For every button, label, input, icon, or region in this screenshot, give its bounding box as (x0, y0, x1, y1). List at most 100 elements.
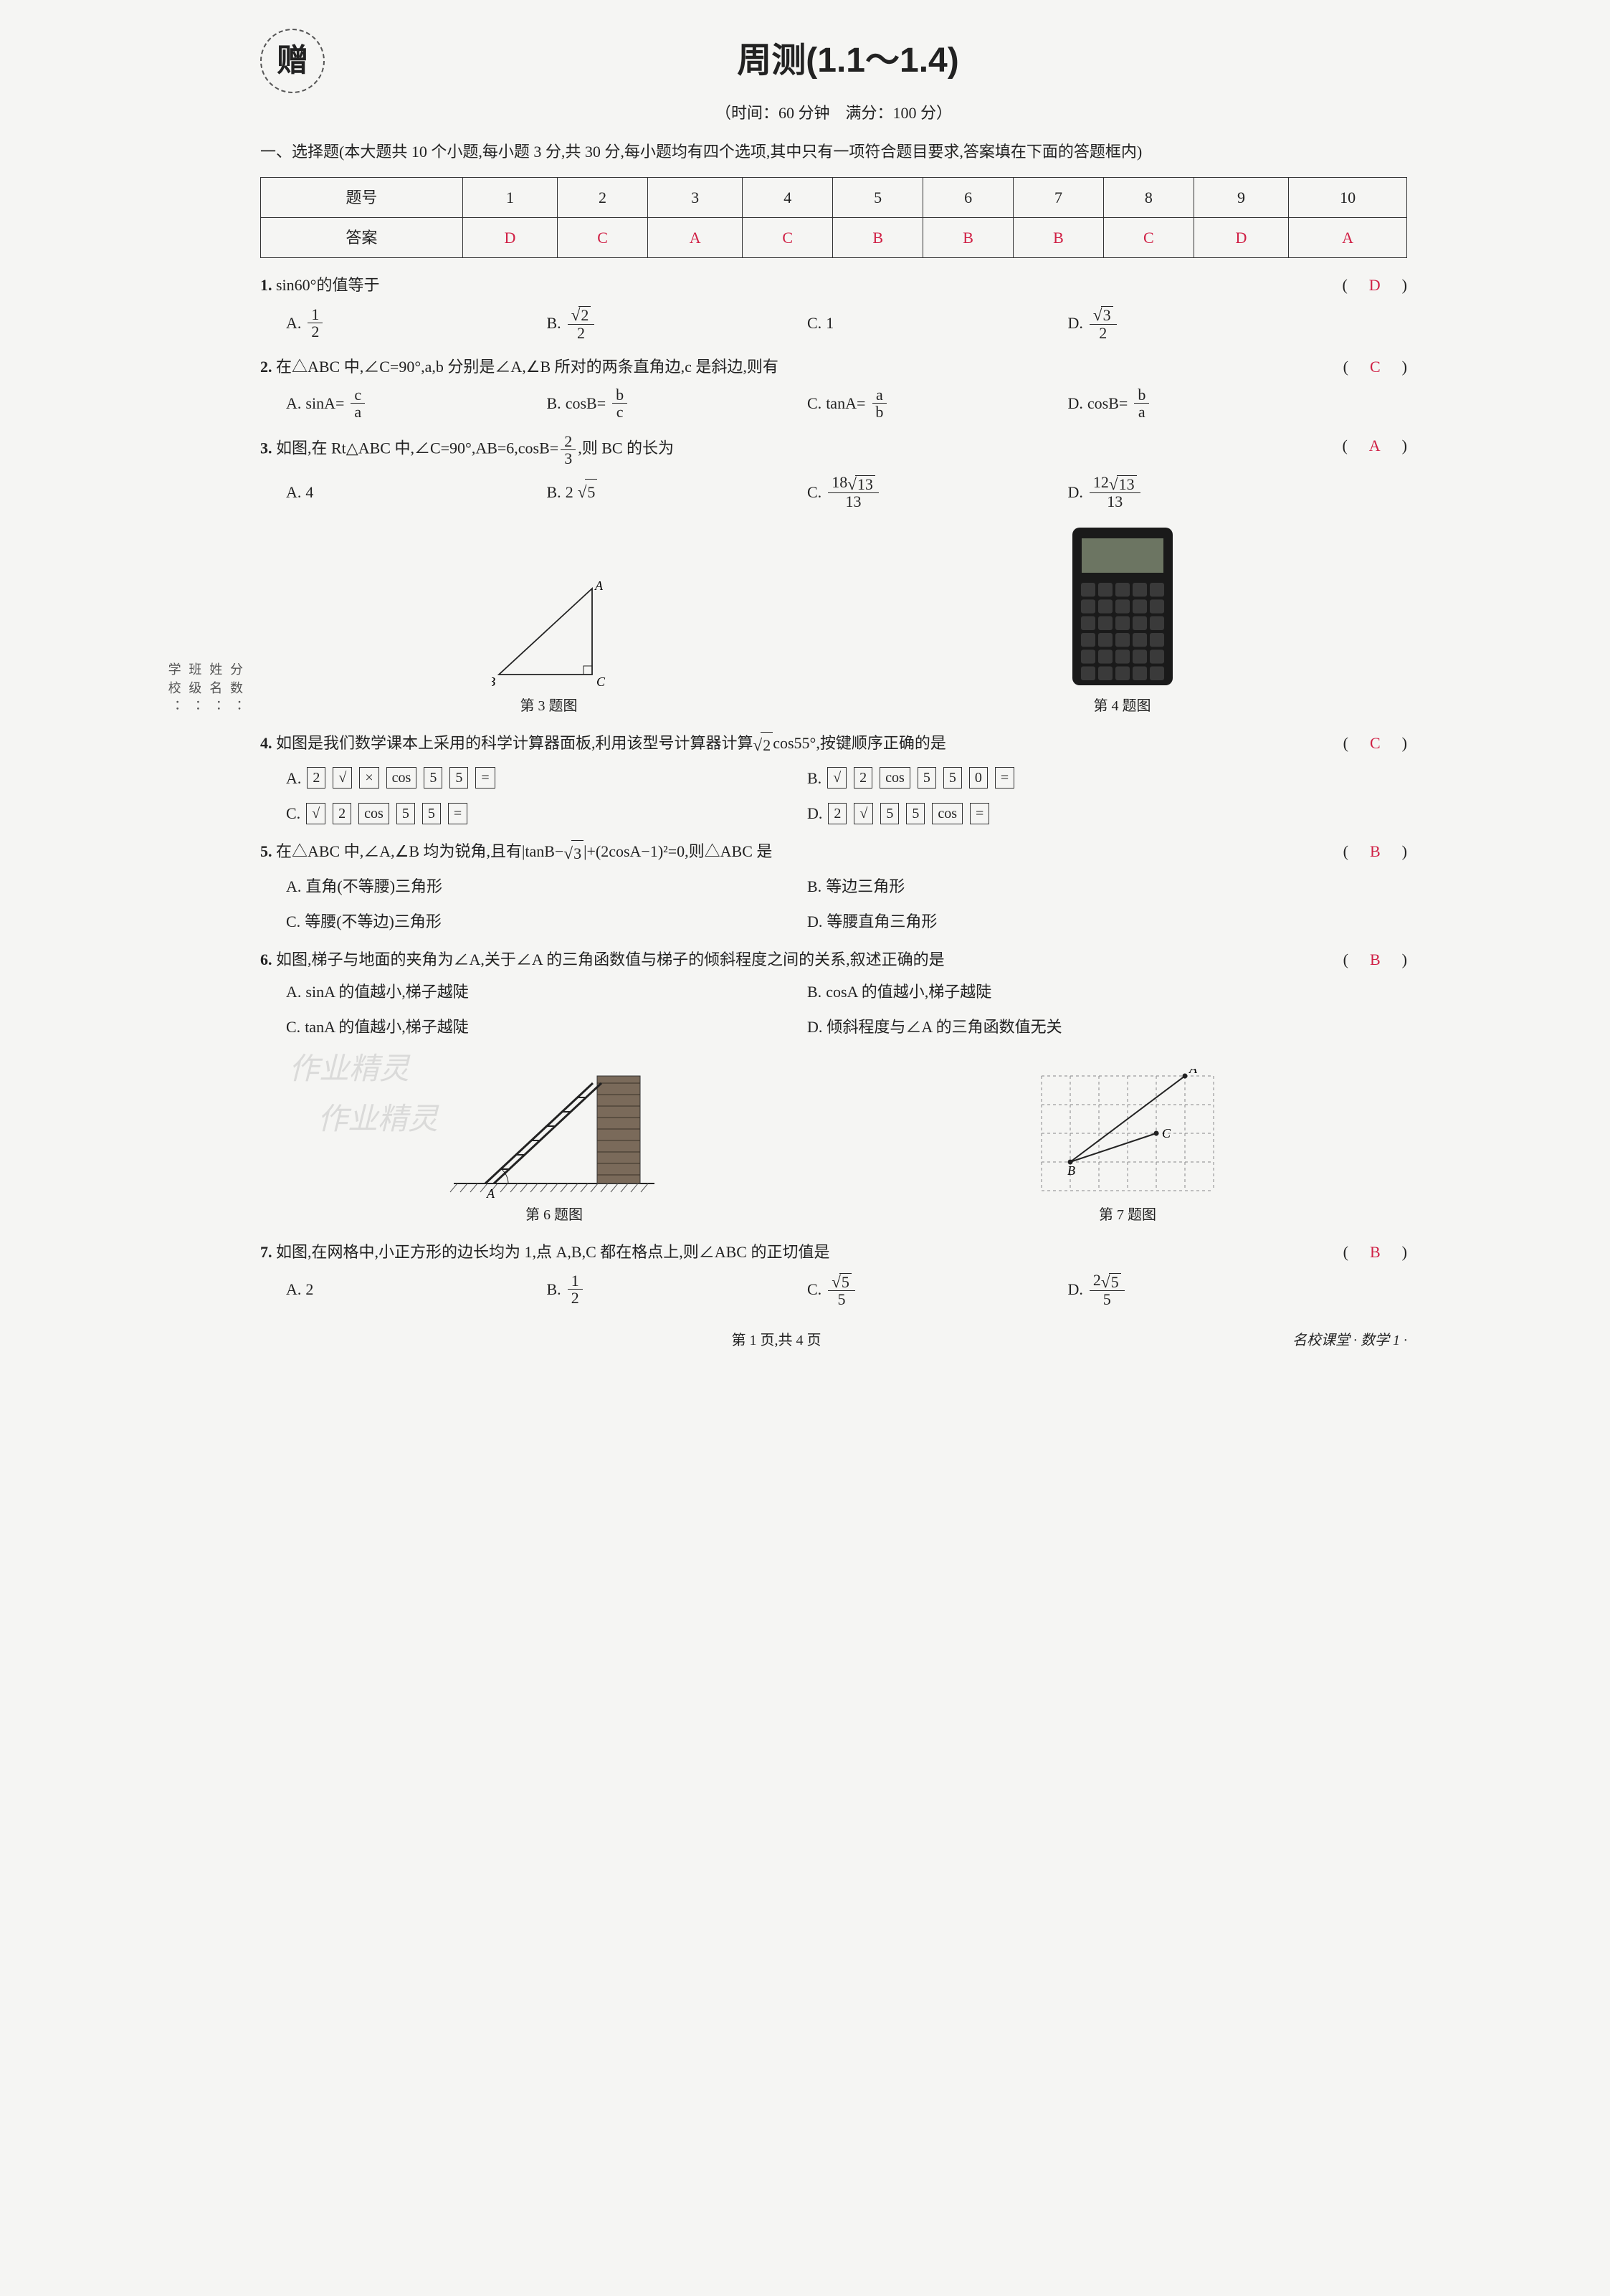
choices: A. 2√×cos55=B. √2cos550=C. √2cos55=D. 2√… (286, 766, 1328, 826)
choice: B. √22 (547, 305, 808, 341)
key-5: 5 (918, 767, 936, 789)
svg-text:B: B (1067, 1163, 1075, 1178)
answer-paren: ( C ) (1343, 354, 1407, 379)
choice: C. 1 (807, 305, 1068, 341)
ans-3: A (648, 218, 743, 258)
question-1: 1. sin60°的值等于( D )A. 12B. √22C. 1D. √32 (260, 272, 1407, 340)
page: 分数： 姓名： 班级： 学校： 赠 周测(1.1～1.4) （时间：60 分钟 … (260, 29, 1407, 1352)
choice: D. 等腰直角三角形 (807, 909, 1328, 934)
key-2: 2 (333, 803, 351, 824)
choice: D. cosB=ba (1068, 386, 1329, 420)
col-7: 7 (1014, 177, 1104, 217)
ans-6: B (923, 218, 1014, 258)
key-5: 5 (422, 803, 441, 824)
figures-row-2: A 第 6 题图 A B C 第 7 题图 (260, 1054, 1407, 1226)
key-5: 5 (906, 803, 925, 824)
choices: A. sinA 的值越小,梯子越陡B. cosA 的值越小,梯子越陡C. tan… (286, 979, 1328, 1039)
figures-row-1: ABC第 3 题图第 4 题图 (260, 524, 1407, 718)
row-label-number: 题号 (261, 177, 463, 217)
choice: B. 等边三角形 (807, 874, 1328, 899)
key-cos: cos (880, 767, 910, 789)
footer-center: 第 1 页,共 4 页 (260, 1329, 1292, 1352)
caption-q3: 第 3 题图 (520, 695, 578, 718)
page-title: 周测(1.1～1.4) (353, 34, 1343, 89)
answer-paren: ( B ) (1343, 1239, 1407, 1264)
choices: A. sinA=caB. cosB=bcC. tanA=abD. cosB=ba (286, 386, 1328, 420)
key-5: 5 (424, 767, 442, 789)
svg-text:A: A (1189, 1069, 1198, 1076)
key-2: 2 (828, 803, 847, 824)
question-5: 5. 在△ABC 中,∠A,∠B 均为锐角,且有|tanB−√3|+(2cosA… (260, 839, 1407, 934)
choices: A. 直角(不等腰)三角形B. 等边三角形C. 等腰(不等边)三角形D. 等腰直… (286, 874, 1328, 934)
col-8: 8 (1103, 177, 1194, 217)
answer-paren: ( D ) (1342, 272, 1407, 297)
key-√: √ (854, 803, 873, 824)
choice: D. 2√55 (1068, 1272, 1329, 1307)
key-=: = (995, 767, 1014, 789)
caption-q7: 第 7 题图 (1099, 1204, 1156, 1226)
key-√: √ (306, 803, 325, 824)
col-3: 3 (648, 177, 743, 217)
key-5: 5 (943, 767, 962, 789)
question-7: 7. 如图,在网格中,小正方形的边长均为 1,点 A,B,C 都在格点上,则∠A… (260, 1239, 1407, 1307)
choice: A. 4 (286, 474, 547, 510)
choices: A. 12B. √22C. 1D. √32 (286, 305, 1328, 341)
choice: D. 倾斜程度与∠A 的三角函数值无关 (807, 1014, 1328, 1039)
col-10: 10 (1289, 177, 1407, 217)
choice: D. 2√55cos= (807, 801, 1328, 826)
ans-4: C (743, 218, 833, 258)
caption-q6: 第 6 题图 (525, 1204, 583, 1226)
col-5: 5 (833, 177, 923, 217)
label-school: 学校： (163, 662, 184, 718)
choice: D. √32 (1068, 305, 1329, 341)
row-label-answer: 答案 (261, 218, 463, 258)
question-2: 2. 在△ABC 中,∠C=90°,a,b 分别是∠A,∠B 所对的两条直角边,… (260, 354, 1407, 420)
answer-paren: ( B ) (1343, 839, 1407, 864)
answer-paren: ( B ) (1343, 947, 1407, 972)
choice: C. tanA 的值越小,梯子越陡 (286, 1014, 807, 1039)
col-4: 4 (743, 177, 833, 217)
calculator-figure (1069, 524, 1176, 689)
choice: D. 12√1313 (1068, 474, 1329, 510)
key-cos: cos (932, 803, 963, 824)
col-9: 9 (1194, 177, 1288, 217)
footer: 第 1 页,共 4 页 名校课堂 · 数学 1 · (260, 1329, 1407, 1352)
key-5: 5 (396, 803, 415, 824)
col-6: 6 (923, 177, 1014, 217)
ans-8: C (1103, 218, 1194, 258)
subtitle: （时间：60 分钟 满分：100 分） (260, 100, 1407, 125)
answer-table-head-row: 题号 1 2 3 4 5 6 7 8 9 10 (261, 177, 1407, 217)
choice: B. cosA 的值越小,梯子越陡 (807, 979, 1328, 1004)
choice: C. √55 (807, 1272, 1068, 1307)
svg-text:C: C (1162, 1126, 1171, 1140)
key-×: × (359, 767, 378, 789)
svg-text:A: A (594, 581, 604, 593)
key-cos: cos (358, 803, 389, 824)
label-class: 班级： (184, 662, 205, 718)
caption-q4: 第 4 题图 (1094, 695, 1151, 718)
answer-paren: ( C ) (1343, 730, 1407, 756)
key-=: = (448, 803, 467, 824)
choices: A. 2B. 12C. √55D. 2√55 (286, 1272, 1328, 1307)
ans-1: D (462, 218, 557, 258)
choice: A. sinA 的值越小,梯子越陡 (286, 979, 807, 1004)
ans-7: B (1014, 218, 1104, 258)
key-√: √ (827, 767, 847, 789)
choice: A. 2√×cos55= (286, 766, 807, 791)
header: 赠 周测(1.1～1.4) (260, 29, 1407, 93)
key-5: 5 (880, 803, 899, 824)
choice: A. 2 (286, 1272, 547, 1307)
question-3: 3. 如图,在 Rt△ABC 中,∠C=90°,AB=6,cosB=23,则 B… (260, 433, 1407, 510)
key-cos: cos (386, 767, 417, 789)
col-1: 1 (462, 177, 557, 217)
ans-5: B (833, 218, 923, 258)
key-5: 5 (449, 767, 468, 789)
ladder-figure: A (447, 1054, 662, 1198)
answer-paren: ( A ) (1342, 433, 1407, 458)
label-name: 姓名： (204, 662, 225, 718)
footer-right: 名校课堂 · 数学 1 · (1292, 1329, 1407, 1352)
choice: C. 等腰(不等边)三角形 (286, 909, 807, 934)
choices: A. 4B. 2√5C. 18√1313D. 12√1313 (286, 474, 1328, 510)
svg-text:B: B (492, 675, 495, 689)
choice: B. 2√5 (547, 474, 808, 510)
